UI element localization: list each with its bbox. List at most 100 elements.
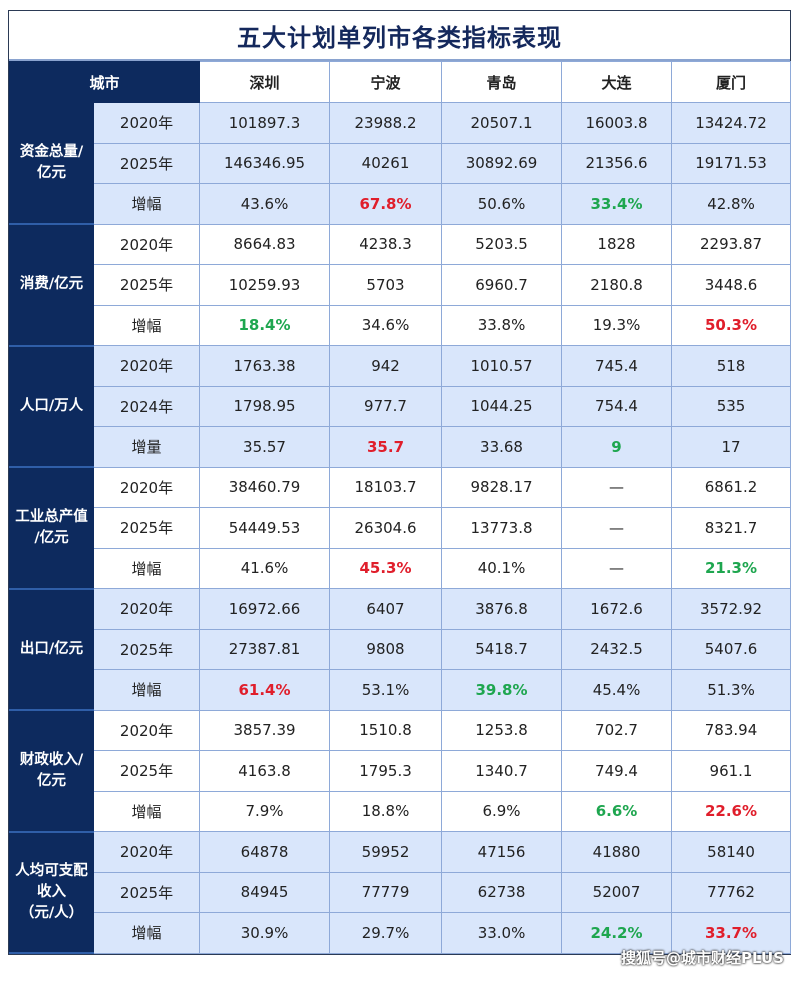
table-row: 增幅 43.6% 67.8% 50.6% 33.4% 42.8% — [10, 183, 792, 225]
watermark: 搜狐号@城市财经PLUS — [620, 949, 784, 967]
data-cell: 6861.2 — [671, 466, 792, 508]
data-cell: 67.8% — [329, 183, 443, 225]
data-cell: 50.3% — [671, 304, 792, 346]
table-row: 2025年 84945 77779 62738 52007 77762 — [10, 871, 792, 913]
data-cell: 10259.93 — [199, 264, 331, 306]
data-cell: 17 — [671, 426, 792, 468]
data-cell: 26304.6 — [329, 507, 443, 549]
table-row: 增幅 30.9% 29.7% 33.0% 24.2% 33.7% — [10, 912, 792, 954]
data-cell: 45.4% — [561, 669, 673, 711]
data-cell: 1340.7 — [441, 750, 563, 792]
data-cell: 30.9% — [199, 912, 331, 954]
data-cell: 35.7 — [329, 426, 443, 468]
data-cell: 1510.8 — [329, 709, 443, 751]
data-cell: 35.57 — [199, 426, 331, 468]
data-cell: 40261 — [329, 142, 443, 184]
page-title: 五大计划单列市各类指标表现 — [9, 11, 790, 61]
data-cell: 18.4% — [199, 304, 331, 346]
data-cell: 3876.8 — [441, 588, 563, 630]
data-cell: 749.4 — [561, 750, 673, 792]
data-cell: 702.7 — [561, 709, 673, 751]
row-label: 2020年 — [92, 223, 201, 265]
data-cell: 18103.7 — [329, 466, 443, 508]
row-label: 2020年 — [92, 709, 201, 751]
data-cell: 19171.53 — [671, 142, 792, 184]
row-label: 增幅 — [92, 669, 201, 711]
data-cell: 21.3% — [671, 547, 792, 589]
city-column-header: 大连 — [561, 61, 673, 103]
data-cell: — — [561, 466, 673, 508]
category-label: 人均可支配 收入 （元/人） — [9, 831, 94, 954]
data-cell: 9828.17 — [441, 466, 563, 508]
data-cell: 64878 — [199, 831, 331, 873]
data-cell: 59952 — [329, 831, 443, 873]
row-label: 增幅 — [92, 790, 201, 832]
data-cell: 33.68 — [441, 426, 563, 468]
data-cell: 21356.6 — [561, 142, 673, 184]
data-cell: 1010.57 — [441, 345, 563, 387]
table-row: 增幅 41.6% 45.3% 40.1% —21.3% — [10, 547, 792, 589]
data-cell: 9 — [561, 426, 673, 468]
data-cell: 77779 — [329, 871, 443, 913]
data-cell: 40.1% — [441, 547, 563, 589]
table-row: 人口/万人 2020年 1763.38 942 1010.57 745.4 518 — [9, 345, 792, 468]
data-cell: 33.0% — [441, 912, 563, 954]
category-label: 消费/亿元 — [9, 223, 94, 347]
data-cell: 19.3% — [561, 304, 673, 346]
data-cell: 5407.6 — [671, 628, 792, 670]
data-cell: 6.6% — [561, 790, 673, 832]
data-cell: — — [561, 507, 673, 549]
data-cell: 2180.8 — [561, 264, 673, 306]
table-body: 资金总量/ 亿元 2020年 101897.3 23988.2 20507.1 16003… — [9, 102, 792, 954]
table-row: 2025年 10259.93 5703 6960.7 2180.8 3448.6 — [10, 264, 792, 306]
data-cell: 3448.6 — [671, 264, 792, 306]
data-cell: 43.6% — [199, 183, 331, 225]
data-cell: 977.7 — [329, 385, 443, 427]
row-label: 增量 — [92, 426, 201, 468]
data-cell: 8321.7 — [671, 507, 792, 549]
table-frame: 五大计划单列市各类指标表现 城市 深圳 宁波 青岛 大连 厦门 资金总量/ 亿元… — [8, 10, 792, 955]
row-label: 2024年 — [92, 385, 201, 427]
table-row: 增量 35.57 35.7 33.68 9 17 — [10, 426, 792, 468]
data-cell: 61.4% — [199, 669, 331, 711]
data-cell: 22.6% — [671, 790, 792, 832]
table-row: 工业总产值 /亿元 2020年 38460.79 18103.7 9828.17—686… — [9, 466, 792, 590]
row-label: 2025年 — [92, 142, 201, 184]
data-cell: 961.1 — [671, 750, 792, 792]
table-row: 增幅 18.4% 34.6% 33.8% 19.3% 50.3% — [10, 304, 792, 346]
table-row: 2025年 146346.95 40261 30892.69 21356.6 19171.… — [10, 142, 792, 184]
data-cell: 1763.38 — [199, 345, 331, 387]
data-cell: 6.9% — [441, 790, 563, 832]
data-cell: 33.4% — [561, 183, 673, 225]
category-label: 人口/万人 — [9, 345, 94, 468]
data-cell: 33.7% — [671, 912, 792, 954]
data-cell: 16972.66 — [199, 588, 331, 630]
data-cell: 18.8% — [329, 790, 443, 832]
data-cell: 754.4 — [561, 385, 673, 427]
row-label: 2020年 — [92, 102, 201, 144]
data-cell: 5418.7 — [441, 628, 563, 670]
data-cell: 77762 — [671, 871, 792, 913]
data-cell: 518 — [671, 345, 792, 387]
row-label: 增幅 — [92, 183, 201, 225]
header-row: 城市 深圳 宁波 青岛 大连 厦门 — [8, 61, 792, 103]
data-cell: 3572.92 — [671, 588, 792, 630]
data-cell: 24.2% — [561, 912, 673, 954]
row-label: 2020年 — [92, 466, 201, 508]
category-label: 财政收入/ 亿元 — [9, 709, 94, 833]
data-cell: 47156 — [441, 831, 563, 873]
data-cell: 84945 — [199, 871, 331, 913]
data-cell: 2432.5 — [561, 628, 673, 670]
data-cell: 783.94 — [671, 709, 792, 751]
row-label: 2025年 — [92, 871, 201, 913]
table-row: 资金总量/ 亿元 2020年 101897.3 23988.2 20507.1 16003… — [9, 102, 792, 225]
data-cell: 146346.95 — [199, 142, 331, 184]
data-cell: 2293.87 — [671, 223, 792, 265]
row-label: 2025年 — [92, 264, 201, 306]
row-label: 2025年 — [92, 507, 201, 549]
data-cell: 9808 — [329, 628, 443, 670]
data-cell: 52007 — [561, 871, 673, 913]
data-cell: 20507.1 — [441, 102, 563, 144]
category-label: 资金总量/ 亿元 — [9, 102, 94, 225]
data-cell: 34.6% — [329, 304, 443, 346]
